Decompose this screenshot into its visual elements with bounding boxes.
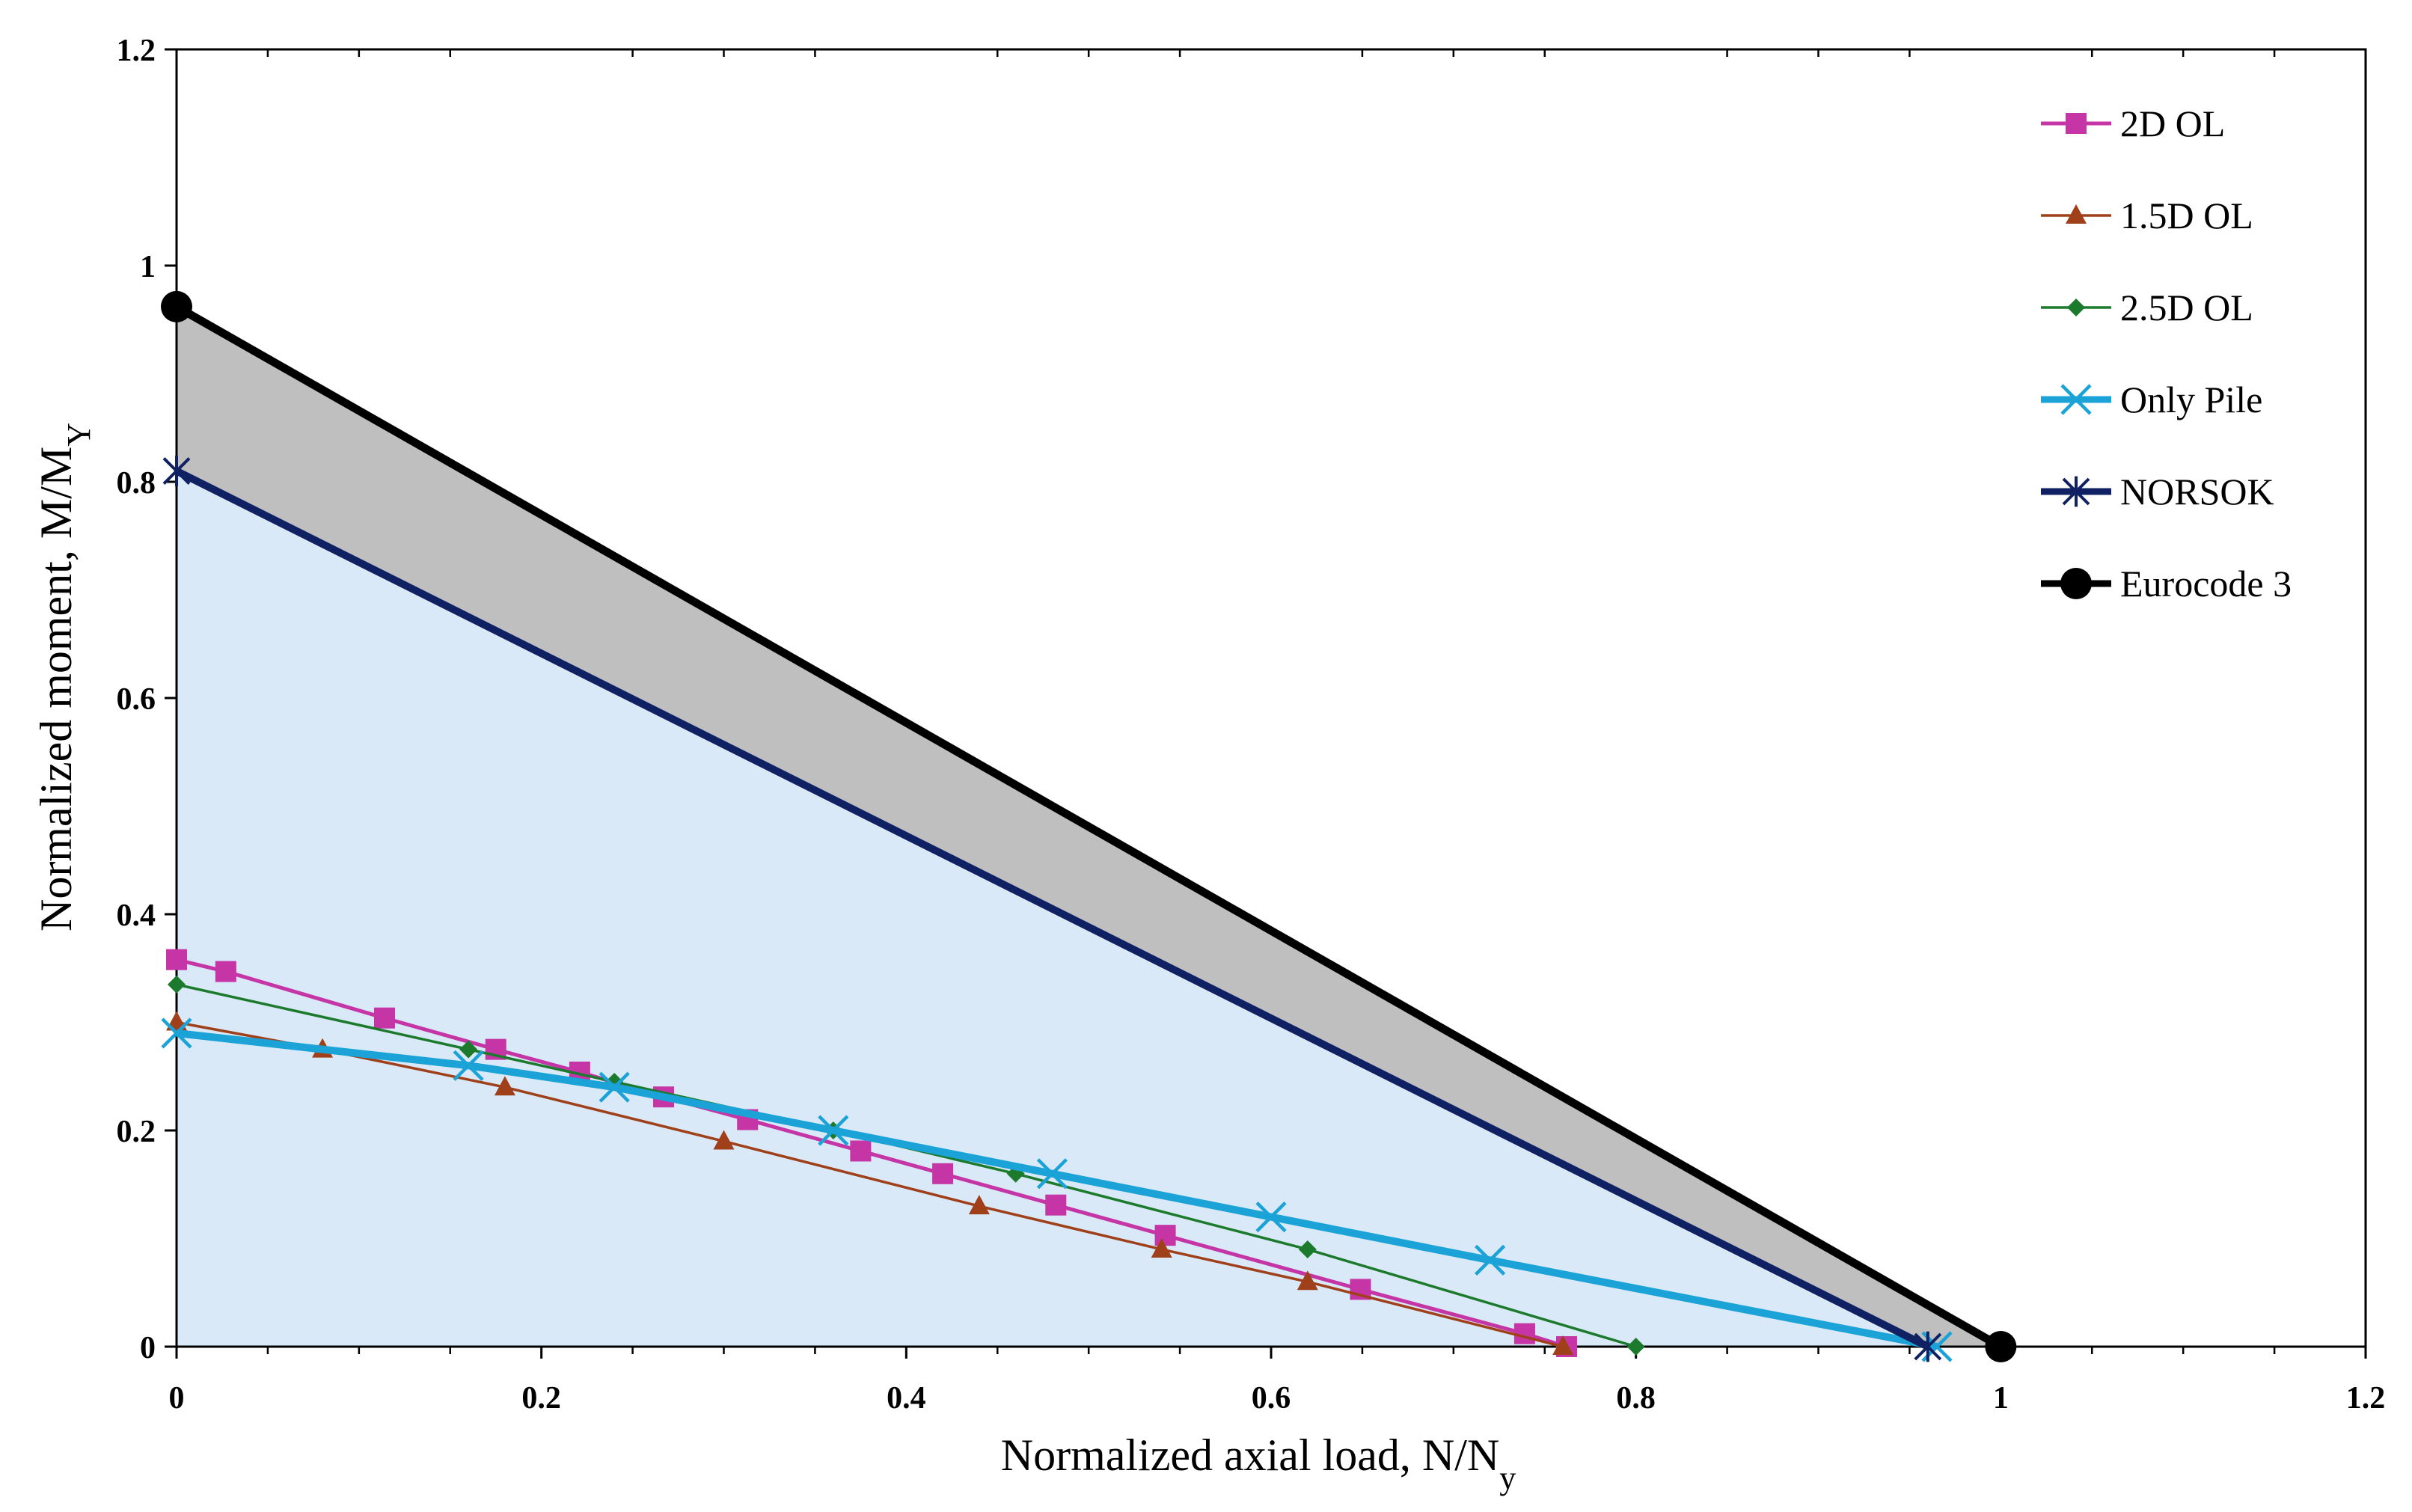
data-point-2d-ol <box>1154 1225 1176 1246</box>
legend-label-2d-ol: 2D OL <box>2120 102 2225 144</box>
legend-marker-2d-ol <box>2066 113 2087 134</box>
data-point-only-pile <box>1475 1244 1506 1276</box>
data-point-norsok <box>162 456 191 486</box>
data-point-2-5d-ol <box>1298 1240 1317 1258</box>
data-point-1-5d-ol <box>1297 1270 1318 1291</box>
legend-item-2-5d-ol: 2.5D OL <box>2041 287 2253 328</box>
data-point-2d-ol <box>166 949 187 970</box>
series-line-norsok <box>174 468 1930 1350</box>
data-series <box>161 290 2017 1362</box>
data-point-eurocode-3 <box>161 290 192 322</box>
y-axis-title: Normalized moment, M/MY <box>31 423 97 931</box>
legend: 2D OL 1.5D OL 2.5D OL Only Pile NORSOK Euroco… <box>2041 102 2292 605</box>
legend-marker-2-5d-ol <box>2067 299 2085 316</box>
data-point-1-5d-ol <box>713 1130 735 1150</box>
x-axis-title-main: Normalized axial load, N/N <box>1001 1430 1499 1480</box>
series-line-only-pile <box>176 1029 1938 1350</box>
legend-label-eurocode-3: Eurocode 3 <box>2120 563 2292 605</box>
data-point-2d-ol <box>1045 1194 1067 1216</box>
x-axis-title: Normalized axial load, N/Ny <box>1001 1430 1516 1496</box>
data-point-1-5d-ol <box>494 1076 515 1096</box>
data-point-2d-ol <box>850 1140 872 1162</box>
x-tick-label: 1.2 <box>2346 1381 2386 1415</box>
data-point-2-5d-ol <box>459 1040 478 1059</box>
y-tick-label: 0.4 <box>117 899 156 933</box>
y-axis-title-main: Normalized moment, M/M <box>31 447 81 931</box>
y-tick-label: 1.2 <box>117 34 156 68</box>
series-line-eurocode-3 <box>174 303 2004 1350</box>
legend-label-norsok: NORSOK <box>2120 471 2274 512</box>
data-point-2d-ol <box>1513 1323 1535 1344</box>
legend-item-2d-ol: 2D OL <box>2041 102 2225 144</box>
legend-item-eurocode-3: Eurocode 3 <box>2041 563 2292 605</box>
legend-marker-1-5d-ol <box>2066 204 2087 224</box>
data-point-eurocode-3 <box>1985 1331 2017 1362</box>
data-point-only-pile <box>599 1071 630 1103</box>
x-tick-label: 0.8 <box>1616 1381 1656 1415</box>
data-point-1-5d-ol <box>968 1195 990 1215</box>
x-tick-label: 0.4 <box>887 1381 926 1415</box>
data-point-1-5d-ol <box>1552 1335 1574 1355</box>
x-tick-label: 0 <box>169 1381 185 1415</box>
legend-label-only-pile: Only Pile <box>2120 379 2262 420</box>
series-line-2d-ol <box>176 958 1567 1349</box>
data-point-only-pile <box>453 1050 484 1081</box>
x-axis-title-subscript: y <box>1499 1460 1516 1496</box>
y-tick-label: 0.6 <box>117 682 156 717</box>
legend-marker-only-pile <box>2060 384 2092 415</box>
series-2d-ol <box>166 949 1578 1357</box>
legend-item-only-pile: Only Pile <box>2041 379 2262 420</box>
y-tick-label: 1 <box>140 250 156 284</box>
data-point-2d-ol <box>373 1007 395 1029</box>
legend-label-2-5d-ol: 2.5D OL <box>2120 287 2253 328</box>
data-point-only-pile <box>818 1115 849 1146</box>
data-point-only-pile <box>161 1017 192 1049</box>
legend-label-1-5d-ol: 1.5D OL <box>2120 195 2253 236</box>
series-eurocode-3 <box>161 290 2017 1362</box>
legend-item-norsok: NORSOK <box>2041 471 2274 512</box>
legend-marker-norsok <box>2062 476 2090 507</box>
legend-item-1-5d-ol: 1.5D OL <box>2041 195 2253 236</box>
data-point-2d-ol <box>215 961 236 982</box>
data-point-2d-ol <box>932 1163 954 1184</box>
data-point-only-pile <box>1036 1158 1068 1190</box>
data-point-norsok <box>1914 1331 1942 1362</box>
y-tick-label: 0.8 <box>117 466 156 501</box>
x-tick-label: 0.6 <box>1252 1381 1291 1415</box>
data-point-2-5d-ol <box>1626 1338 1645 1356</box>
data-point-1-5d-ol <box>1151 1237 1172 1258</box>
x-tick-label: 0.2 <box>521 1381 561 1415</box>
data-point-only-pile <box>1255 1202 1287 1233</box>
data-point-2-5d-ol <box>168 975 186 994</box>
x-tick-label: 1 <box>1993 1381 2009 1415</box>
series-only-pile <box>161 1017 1953 1362</box>
y-axis-title-subscript: Y <box>61 423 97 447</box>
series-norsok <box>162 456 1942 1362</box>
legend-marker-eurocode-3 <box>2060 568 2092 599</box>
axis-ticks: 0 0.2 0.4 0.6 0.8 1 1.2 0 0.2 0.4 0.6 0.8 1 1.2 <box>117 34 2386 1415</box>
y-tick-label: 0.2 <box>117 1115 156 1149</box>
y-tick-label: 0 <box>140 1331 156 1365</box>
